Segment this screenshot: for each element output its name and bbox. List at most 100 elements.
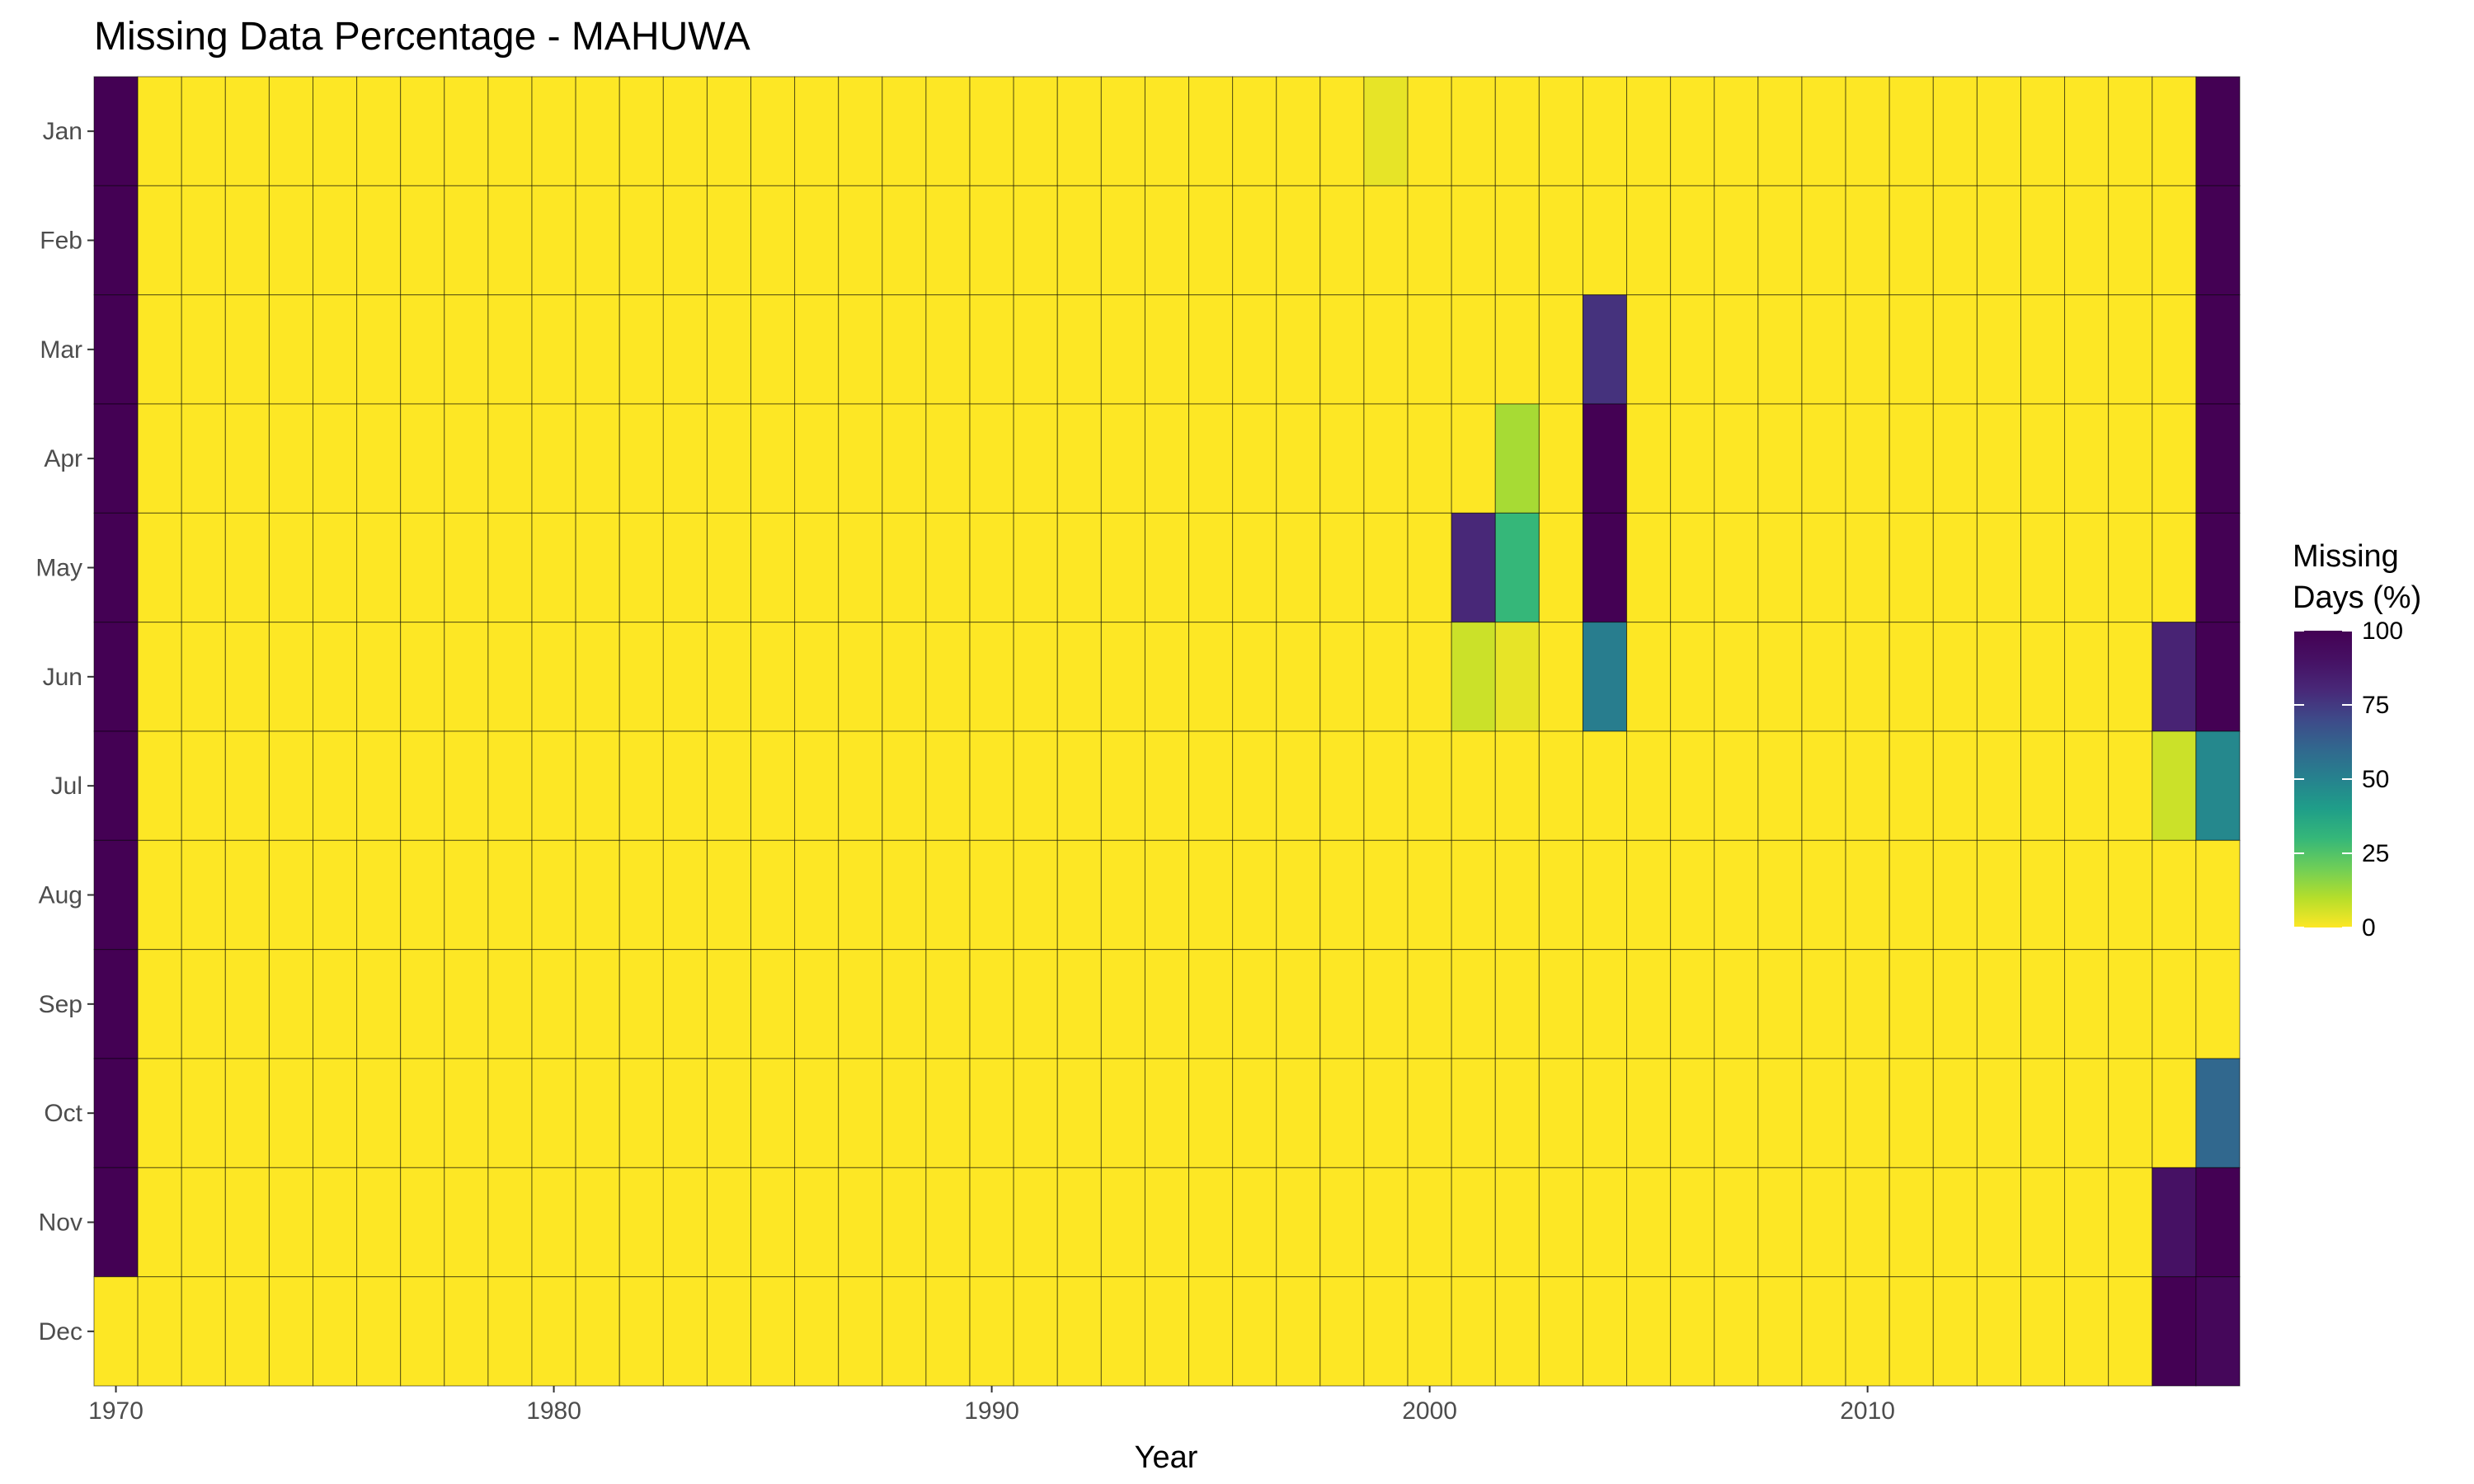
heatmap-cell [1056,839,1102,951]
heatmap-cell [1232,1276,1277,1387]
heatmap-cell [1276,1276,1321,1387]
heatmap-cell [1144,1167,1190,1278]
heatmap-cell [93,76,139,186]
heatmap-cell [1056,76,1102,186]
y-tick-label: Dec [39,1318,82,1345]
heatmap-cell [1801,730,1846,841]
heatmap-cell [1451,512,1496,623]
heatmap-cell [531,1276,576,1387]
heatmap-cell [1626,512,1672,623]
heatmap-cell [400,622,445,732]
heatmap-cell [1932,730,1978,841]
heatmap-cell [1056,949,1102,1059]
heatmap-cell [1144,949,1190,1059]
heatmap-cell [224,294,270,405]
heatmap-cell [313,1276,358,1387]
heatmap-cell [137,185,182,296]
heatmap-cell [224,403,270,514]
heatmap-cell [400,839,445,951]
heatmap-cell [1757,1058,1803,1168]
heatmap-cell [313,839,358,951]
heatmap-cell [1276,839,1321,951]
heatmap-cell [356,622,402,732]
heatmap-cell [181,512,226,623]
heatmap-cell [313,185,358,296]
heatmap-cell [1188,622,1234,732]
heatmap-cell [224,839,270,951]
heatmap-cell [750,1276,796,1387]
heatmap-cell [1888,730,1934,841]
heatmap-cell [1976,294,2021,405]
heatmap-cell [1582,294,1628,405]
heatmap-cell [1801,403,1846,514]
heatmap-cell [1932,512,1978,623]
heatmap-cell [181,1167,226,1278]
heatmap-cell [400,949,445,1059]
heatmap-cell [1494,294,1540,405]
heatmap-cell [1888,403,1934,514]
heatmap-cell [662,294,708,405]
heatmap-cell [1626,1276,1672,1387]
x-tick-label: 2010 [1840,1397,1895,1425]
heatmap-cell [1845,1058,1890,1168]
heatmap-cell [1757,294,1803,405]
heatmap-cell [969,622,1014,732]
heatmap-cell [1801,622,1846,732]
heatmap-cell [487,730,533,841]
heatmap-cell [1626,1058,1672,1168]
heatmap-cell [1013,294,1058,405]
colorbar-tick-label: 75 [2362,692,2389,719]
heatmap-cell [1538,185,1583,296]
heatmap-cell [575,1058,620,1168]
heatmap-cell [794,839,840,951]
heatmap-cell [531,1167,576,1278]
heatmap-cell [1407,839,1452,951]
heatmap-cell [618,294,664,405]
heatmap-cell [93,949,139,1059]
heatmap-cell [1582,185,1628,296]
heatmap-cell [1407,76,1452,186]
heatmap-cell [1801,76,1846,186]
heatmap-cell [1100,1058,1145,1168]
heatmap-cell [93,512,139,623]
heatmap-cell [356,403,402,514]
heatmap-cell [2108,512,2153,623]
heatmap-cell [2108,76,2153,186]
heatmap-cell [444,622,489,732]
heatmap-cell [618,730,664,841]
heatmap-cell [1757,949,1803,1059]
heatmap-cell [2108,294,2153,405]
heatmap-cell [1319,1276,1365,1387]
heatmap-cell [1319,1058,1365,1168]
heatmap-cell [444,185,489,296]
heatmap-cell [1888,1276,1934,1387]
heatmap-cell [2020,1276,2066,1387]
heatmap-cell [2020,294,2066,405]
heatmap-cell [356,76,402,186]
heatmap-cell [1232,512,1277,623]
heatmap-cell [2152,185,2197,296]
heatmap-cell [1582,512,1628,623]
heatmap-cell [2108,1167,2153,1278]
heatmap-cell [1538,1167,1583,1278]
heatmap-cell [706,512,752,623]
heatmap-cell [313,403,358,514]
heatmap-cell [1757,622,1803,732]
heatmap-cell [313,949,358,1059]
heatmap-cell [618,622,664,732]
heatmap-cell [1013,949,1058,1059]
heatmap-cell [1888,949,1934,1059]
heatmap-cell [2020,839,2066,951]
heatmap-cell [1013,512,1058,623]
heatmap-cell [1144,403,1190,514]
heatmap-cell [487,949,533,1059]
heatmap-cell [2152,949,2197,1059]
heatmap-cell [1407,512,1452,623]
heatmap-cell [838,403,883,514]
heatmap-cell [1232,76,1277,186]
heatmap-cell [925,185,971,296]
heatmap-cell [1232,730,1277,841]
heatmap-cell [1319,403,1365,514]
heatmap-cell [575,403,620,514]
heatmap-cell [706,294,752,405]
